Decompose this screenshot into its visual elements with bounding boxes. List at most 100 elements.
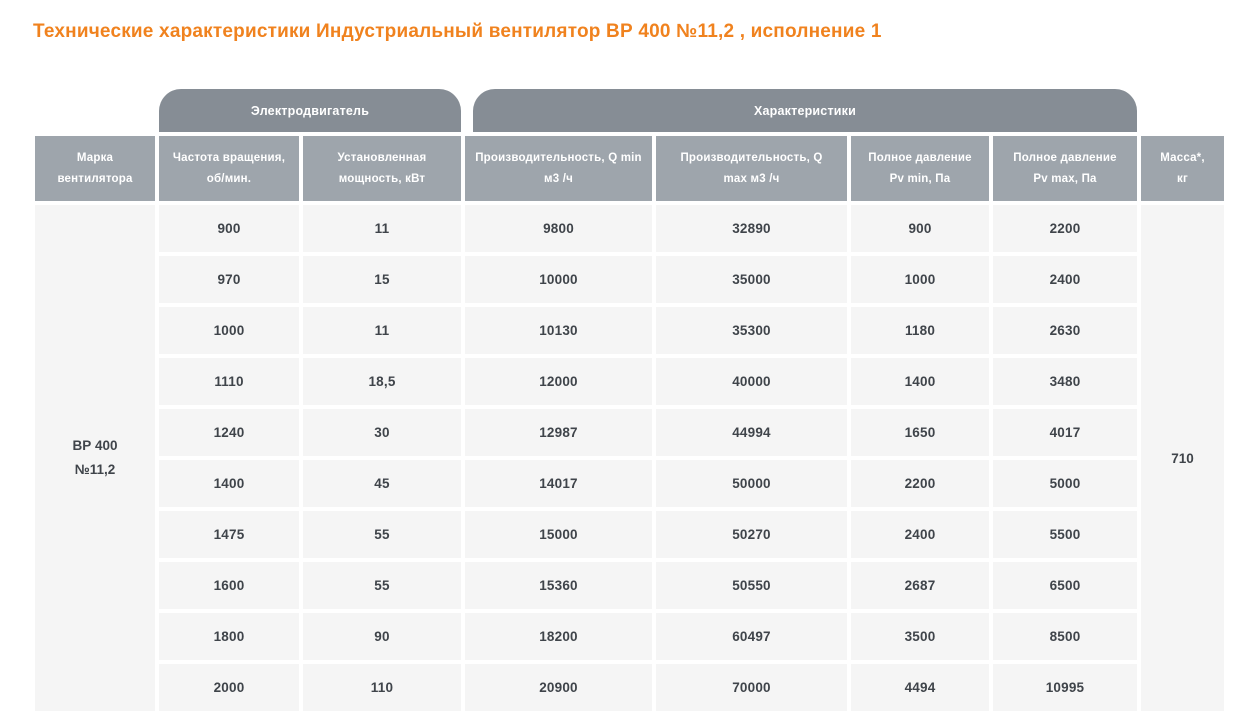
cell-pvmin: 2200 [851,460,989,507]
column-header-power: Установленная мощность, кВт [303,136,461,201]
cell-pvmax: 5000 [993,460,1137,507]
table-row: 1600 55 15360 50550 2687 6500 [35,562,1224,609]
cell-rpm: 1000 [159,307,299,354]
column-header-pvmax: Полное давление Pv max, Па [993,136,1137,201]
cell-rpm: 1400 [159,460,299,507]
cell-qmax: 50550 [656,562,847,609]
cell-pvmax: 4017 [993,409,1137,456]
table-row: 2000 110 20900 70000 4494 10995 [35,664,1224,711]
table-row: 1475 55 15000 50270 2400 5500 [35,511,1224,558]
cell-rpm: 970 [159,256,299,303]
column-header-qmin: Производительность, Q min м3 /ч [465,136,652,201]
cell-rpm: 900 [159,205,299,252]
mass-cell: 710 [1141,205,1224,711]
cell-power: 11 [303,205,461,252]
table-row: ВР 400 №11,2 900 11 9800 32890 900 2200 710 [35,205,1224,711]
page-title: Технические характеристики Индустриальны… [33,21,882,42]
column-header-mass: Масса*, кг [1141,136,1224,201]
column-header-qmax-line1: Производительность, Q [680,151,823,164]
cell-pvmin: 1400 [851,358,989,405]
cell-power: 55 [303,562,461,609]
cell-pvmin: 3500 [851,613,989,660]
column-header-pvmax-line1: Полное давление [1013,151,1117,164]
cell-qmax: 40000 [656,358,847,405]
cell-rpm: 1600 [159,562,299,609]
cell-pvmax: 2200 [993,205,1137,252]
spec-table: Электродвигатель Характеристики Марка ве… [31,85,1228,715]
group-header-spacer-right [1141,89,1224,132]
cell-power: 45 [303,460,461,507]
table-row: 1800 90 18200 60497 3500 8500 [35,613,1224,660]
cell-rpm: 1800 [159,613,299,660]
column-header-mass-line2: кг [1177,172,1188,185]
cell-qmax: 50270 [656,511,847,558]
column-header-model: Марка вентилятора [35,136,155,201]
column-header-pvmin-line1: Полное давление [868,151,972,164]
cell-qmax: 50000 [656,460,847,507]
cell-rpm: 1240 [159,409,299,456]
cell-pvmax: 3480 [993,358,1137,405]
column-header-qmax-line2: max м3 /ч [723,172,780,185]
cell-qmin: 10130 [465,307,652,354]
column-header-qmin-line1: Производительность, Q min [475,151,642,164]
group-header-motor-cell: Электродвигатель [159,89,461,132]
cell-qmin: 9800 [465,205,652,252]
cell-qmax: 35300 [656,307,847,354]
group-header-row: Электродвигатель Характеристики [35,89,1224,132]
cell-power: 11 [303,307,461,354]
column-header-qmax: Производительность, Q max м3 /ч [656,136,847,201]
table-row: 1400 45 14017 50000 2200 5000 [35,460,1224,507]
fan-model-line2: №11,2 [74,462,116,477]
column-header-pvmin: Полное давление Pv min, Па [851,136,989,201]
cell-qmin: 10000 [465,256,652,303]
cell-pvmax: 2400 [993,256,1137,303]
cell-qmax: 44994 [656,409,847,456]
cell-power: 90 [303,613,461,660]
cell-pvmin: 900 [851,205,989,252]
column-header-row: Марка вентилятора Частота вращения, об/м… [35,136,1224,201]
cell-qmin: 14017 [465,460,652,507]
column-header-mass-line1: Масса*, [1160,151,1205,164]
fan-model-cell: ВР 400 №11,2 [35,205,155,711]
cell-qmax: 35000 [656,256,847,303]
cell-power: 18,5 [303,358,461,405]
cell-pvmin: 1650 [851,409,989,456]
cell-pvmin: 1180 [851,307,989,354]
cell-pvmax: 6500 [993,562,1137,609]
cell-power: 55 [303,511,461,558]
cell-qmin: 18200 [465,613,652,660]
group-header-characteristics-cell: Характеристики [465,89,1137,132]
cell-pvmax: 8500 [993,613,1137,660]
cell-pvmin: 2400 [851,511,989,558]
cell-qmax: 32890 [656,205,847,252]
column-header-pvmin-line2: Pv min, Па [889,172,951,185]
group-header-characteristics: Характеристики [473,89,1137,132]
table-row: 1240 30 12987 44994 1650 4017 [35,409,1224,456]
cell-qmin: 15000 [465,511,652,558]
cell-pvmin: 4494 [851,664,989,711]
group-header-motor: Электродвигатель [159,89,461,132]
cell-rpm: 2000 [159,664,299,711]
column-header-rpm-line1: Частота вращения, [172,151,286,164]
cell-pvmax: 10995 [993,664,1137,711]
table-row: 1110 18,5 12000 40000 1400 3480 [35,358,1224,405]
cell-rpm: 1475 [159,511,299,558]
cell-pvmax: 2630 [993,307,1137,354]
cell-qmin: 12000 [465,358,652,405]
cell-qmin: 12987 [465,409,652,456]
table-row: 970 15 10000 35000 1000 2400 [35,256,1224,303]
cell-qmax: 60497 [656,613,847,660]
cell-qmin: 15360 [465,562,652,609]
cell-qmin: 20900 [465,664,652,711]
cell-pvmin: 2687 [851,562,989,609]
cell-qmax: 70000 [656,664,847,711]
column-header-model-line2: вентилятора [57,172,133,185]
cell-power: 15 [303,256,461,303]
column-header-qmin-line2: м3 /ч [544,172,573,185]
cell-power: 30 [303,409,461,456]
column-header-pvmax-line2: Pv max, Па [1033,172,1097,185]
cell-pvmax: 5500 [993,511,1137,558]
column-header-model-line1: Марка [76,151,114,164]
column-header-rpm-line2: об/мин. [206,172,252,185]
group-header-spacer-left [35,89,155,132]
